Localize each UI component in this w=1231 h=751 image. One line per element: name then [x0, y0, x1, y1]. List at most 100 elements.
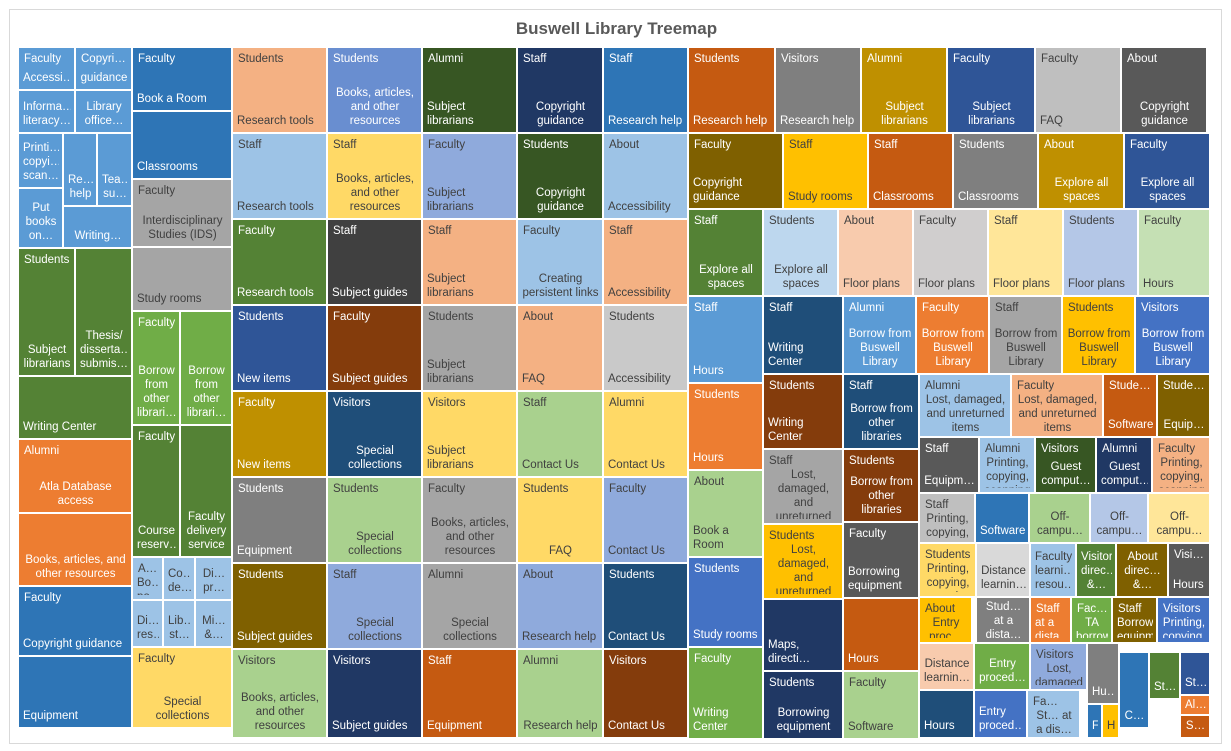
tile-label: Hours: [1173, 579, 1204, 591]
tile-label: Writing Center: [768, 342, 804, 368]
treemap-tile: Students Equip…: [1157, 374, 1210, 437]
tile-label: Bo… po…: [137, 577, 159, 595]
tile-group-label: Staff: [609, 225, 633, 237]
tile-group-label: Staff: [523, 53, 547, 65]
tile-label: Floor plans: [1068, 278, 1125, 290]
chart-title: Buswell Library Treemap: [515, 19, 718, 38]
tile-label: FAQ: [1040, 115, 1064, 127]
tile-group-label: Students: [1109, 380, 1153, 392]
tile-label: Hours: [693, 365, 724, 377]
tile-label: Floor plans: [843, 278, 900, 290]
treemap-tile: Faculty Research tools: [232, 219, 327, 305]
tile-label: Special collections: [348, 445, 402, 471]
tile-group-label: Visitors: [1163, 603, 1201, 615]
treemap-tile: Students Subject librarians: [422, 305, 517, 391]
tile-label: Subject guides: [237, 631, 313, 643]
treemap-tile: Staff Explore all spaces: [688, 209, 763, 296]
treemap-tile: Students Borrow from other libraries: [843, 449, 919, 522]
tile-label: FAQ: [548, 545, 572, 557]
tile-label: Off-campu…: [1036, 511, 1084, 537]
treemap-tile: Copyrig… guidance: [75, 47, 132, 90]
tile-label: Subject librarians: [968, 101, 1015, 127]
tile-label: St…: [1154, 681, 1176, 693]
treemap-tile: Classrooms: [132, 111, 232, 179]
tile-label: Re… help: [68, 174, 93, 200]
treemap-tile: Visitors Hours: [1168, 543, 1210, 597]
tile-group-label: Students: [428, 311, 474, 323]
treemap-tile: Students Equipment: [232, 477, 327, 563]
tile-label: Book a Room: [693, 525, 729, 551]
treemap-tile: Re… help: [63, 133, 97, 206]
tile-label: Di… pr…: [202, 568, 226, 594]
tile-label: Research help: [608, 115, 683, 127]
tile-label: Borrow from other libraries: [850, 403, 913, 443]
treemap-tile: Staff Research help: [603, 47, 688, 133]
treemap-tile: Students Borrow from Buswell Library: [1062, 296, 1135, 374]
tile-label: Classrooms: [873, 191, 934, 203]
tile-group-label: Alumni: [428, 569, 464, 581]
treemap-tile: Faculty Software: [843, 671, 919, 739]
treemap-tile: Entry proced…: [974, 643, 1030, 690]
treemap-tile: Di… pr…: [195, 557, 232, 600]
tile-group-label: About: [609, 139, 640, 151]
tile-group-label: Students: [609, 311, 655, 323]
tile-label: Distance learnin…: [924, 658, 970, 684]
tile-label: Equipment: [23, 710, 78, 722]
treemap-tile: Staff Writing Center: [763, 296, 843, 374]
treemap-tile: Students Subject guides: [232, 563, 327, 649]
tile-label: St… at a dis…: [1036, 710, 1072, 733]
tile-group-label: Faculty: [138, 53, 176, 65]
treemap-tile: Faculty FAQ: [1035, 47, 1121, 133]
tile-label: Research tools: [237, 201, 314, 213]
treemap-tile: Borrow from other librari…: [180, 311, 232, 425]
tile-label: Atla Database access: [39, 481, 112, 507]
tile-group-label: Staff: [333, 225, 357, 237]
tile-group-label: Staff: [925, 499, 949, 511]
tile-label: Printing, copying, scanning: [1158, 457, 1204, 488]
treemap-tile: Library office…: [75, 90, 132, 133]
treemap-tile: Staff Borrow from Buswell Library: [989, 296, 1062, 374]
tile-label: Creating persistent links: [522, 273, 599, 299]
tile-label: Hours: [693, 452, 724, 464]
tile-label: Writing Center: [23, 421, 97, 433]
tile-label: Books, articles, and other resources: [431, 517, 509, 557]
tile-label: Research tools: [237, 115, 314, 127]
tile-label: Subject guides: [332, 287, 408, 299]
tile-label: Equipm…: [924, 475, 975, 487]
tile-label: H…: [1107, 720, 1115, 732]
tile-label: Writing Center: [768, 417, 804, 443]
tile-label: Copyright guidance: [1139, 101, 1190, 127]
treemap-tile: Visitors Contact Us: [603, 649, 688, 738]
tile-label: Borrowing equipment: [848, 566, 902, 592]
treemap-tile: Faculty Borrowing equipment: [843, 522, 919, 598]
treemap-tile: Visitors Research help: [775, 47, 861, 133]
tile-label: Contact Us: [608, 720, 665, 732]
treemap-tile: Alumni Guest comput…: [1096, 437, 1152, 493]
treemap-tile: C…: [1119, 652, 1149, 728]
treemap-tile: Students Study rooms: [688, 557, 763, 647]
tile-label: Accessi…: [23, 72, 71, 84]
tile-group-label: Students: [333, 483, 379, 495]
tile-label: Library office…: [84, 101, 124, 127]
treemap-tile: Stud… at a dista…: [976, 597, 1030, 643]
tile-group-label: Faculty: [1158, 443, 1196, 455]
tile-group-label: About: [694, 476, 725, 488]
tile-group-label: Faculty: [138, 653, 176, 665]
tile-group-label: Visitors: [428, 397, 466, 409]
treemap-tile: Students Classrooms: [953, 133, 1038, 209]
treemap-tile: Staff Borrow from other libraries: [843, 374, 919, 449]
tile-group-label: Alumni: [609, 397, 645, 409]
treemap-tile: Visitors Guest comput…: [1035, 437, 1096, 493]
tile-label: Borrow from Buswell Library: [994, 328, 1058, 368]
tile-label: Borrow from other libraries: [850, 476, 913, 516]
tile-label: Lost, damaged, and unreturned items: [775, 544, 832, 594]
tile-label: Contact Us: [608, 459, 665, 471]
treemap-tile: Staff Accessibility: [603, 219, 688, 305]
tile-label: Subject librarians: [427, 273, 474, 299]
tile-group-label: Students: [769, 530, 815, 542]
treemap-tile: Alumni Subject librarians: [861, 47, 947, 133]
tile-label: Accessibility: [608, 201, 671, 213]
treemap-tile: St…: [1180, 652, 1210, 695]
tile-group-label: Visitors: [333, 397, 371, 409]
tile-group-label: Students: [523, 483, 569, 495]
